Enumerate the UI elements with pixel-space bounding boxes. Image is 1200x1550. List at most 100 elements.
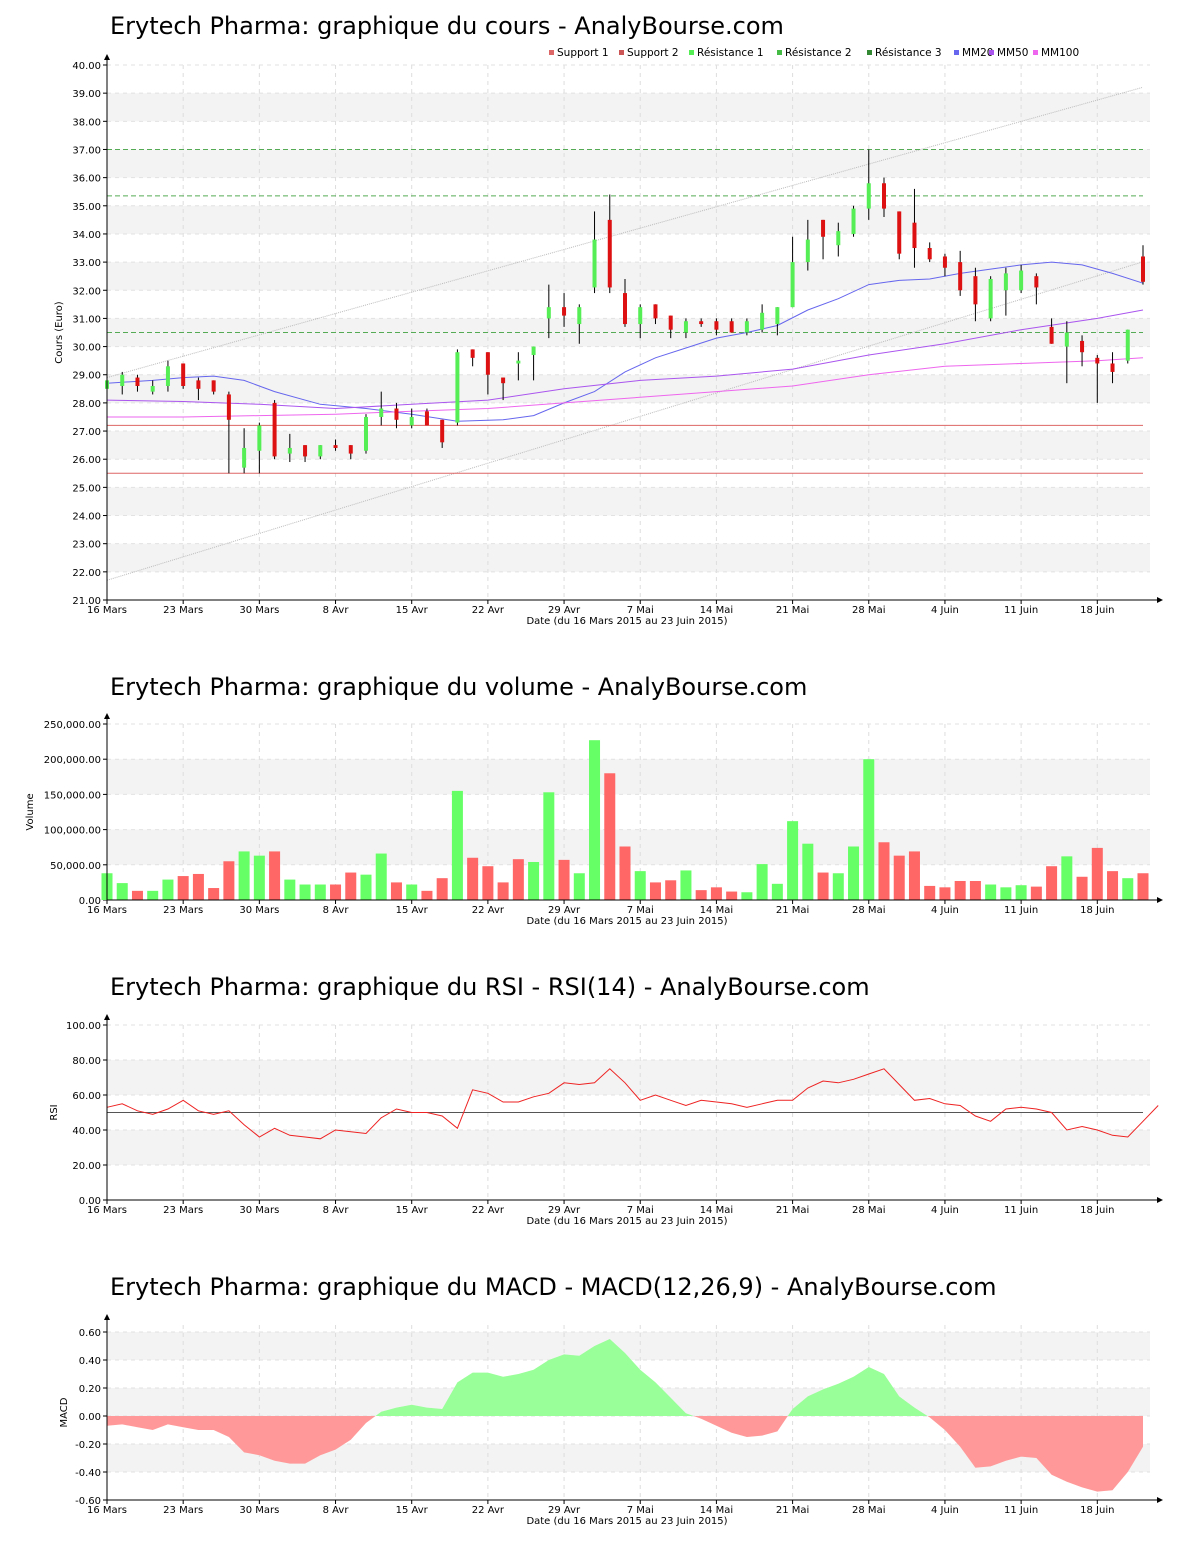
- y-tick-label: 33.00: [72, 258, 101, 269]
- candle-body: [333, 445, 338, 448]
- volume-bar: [649, 882, 661, 900]
- candle-body: [668, 315, 673, 330]
- candle-body: [531, 346, 536, 356]
- y-tick-label: 27.00: [72, 427, 101, 438]
- volume-bar: [238, 851, 250, 900]
- y-axis-arrow: [104, 1314, 110, 1320]
- y-tick-label: -0.20: [75, 1440, 101, 1451]
- y-tick-label: 100.00: [66, 1021, 101, 1032]
- volume-bar: [421, 890, 433, 900]
- chart-panel-1: Erytech Pharma: graphique du volume - An…: [25, 673, 1163, 927]
- volume-bar: [375, 853, 387, 900]
- y-tick-label: 37.00: [72, 145, 101, 156]
- volume-bar: [1122, 878, 1134, 900]
- x-tick-label: 18 Juin: [1080, 1505, 1114, 1516]
- grid-band: [107, 149, 1150, 178]
- y-tick-label: -0.40: [75, 1468, 101, 1479]
- volume-bar: [589, 740, 601, 900]
- candle-body: [485, 352, 490, 375]
- volume-bar: [314, 884, 326, 900]
- volume-bar: [360, 874, 372, 900]
- candle-body: [562, 307, 567, 316]
- volume-bar: [162, 879, 174, 900]
- volume-bar: [131, 890, 143, 900]
- x-tick-label: 22 Avr: [472, 1205, 505, 1216]
- volume-bar: [1137, 873, 1149, 900]
- grid-band: [107, 374, 1150, 403]
- y-axis-label: MACD: [59, 1397, 70, 1427]
- volume-bar: [787, 821, 799, 900]
- grid-band: [107, 431, 1150, 460]
- y-tick-label: 39.00: [72, 89, 101, 100]
- y-tick-label: 31.00: [72, 314, 101, 325]
- candle-body: [181, 363, 186, 386]
- x-tick-label: 21 Mai: [776, 605, 809, 616]
- volume-bar: [116, 883, 128, 900]
- volume-bar: [878, 842, 890, 900]
- candle-body: [257, 425, 262, 451]
- candle-body: [1110, 363, 1115, 372]
- legend-label: Support 2: [627, 47, 679, 59]
- x-axis-arrow: [1157, 897, 1163, 903]
- volume-bar: [482, 866, 494, 900]
- volume-bar: [619, 846, 631, 900]
- x-tick-label: 4 Juin: [931, 1505, 959, 1516]
- macd-negative-area: [107, 1416, 1143, 1492]
- volume-bar: [741, 892, 753, 900]
- legend-swatch: [619, 50, 624, 55]
- x-axis-arrow: [1157, 1197, 1163, 1203]
- candle-body: [912, 222, 917, 249]
- y-axis-label: RSI: [49, 1104, 60, 1120]
- mm20-line: [106, 261, 1144, 422]
- x-tick-label: 16 Mars: [87, 905, 127, 916]
- chart-panel-3: Erytech Pharma: graphique du MACD - MACD…: [59, 1273, 1163, 1527]
- y-tick-label: 150,000.00: [44, 790, 101, 801]
- volume-bar: [939, 887, 951, 900]
- y-tick-label: 34.00: [72, 230, 101, 241]
- candle-body: [1141, 256, 1145, 282]
- y-axis-arrow: [104, 1014, 110, 1020]
- candle-body: [455, 352, 460, 423]
- y-tick-label: 0.00: [79, 1412, 101, 1423]
- x-tick-label: 30 Mars: [239, 605, 279, 616]
- x-axis-label: Date (du 16 Mars 2015 au 23 Juin 2015): [526, 1216, 727, 1227]
- volume-bar: [345, 872, 357, 900]
- x-tick-label: 30 Mars: [239, 905, 279, 916]
- x-tick-label: 7 Mai: [627, 1505, 654, 1516]
- candle-body: [196, 380, 201, 389]
- legend-swatch: [549, 50, 554, 55]
- x-tick-label: 15 Avr: [396, 1205, 429, 1216]
- x-tick-label: 7 Mai: [627, 905, 654, 916]
- volume-bar: [1000, 887, 1012, 900]
- volume-bar: [223, 861, 235, 900]
- chart-title: Erytech Pharma: graphique du MACD - MACD…: [110, 1273, 997, 1301]
- candle-body: [242, 447, 247, 468]
- x-tick-label: 28 Mai: [852, 1205, 885, 1216]
- legend-swatch: [989, 50, 994, 55]
- x-tick-label: 22 Avr: [472, 905, 505, 916]
- candle-body: [577, 307, 582, 325]
- candle-body: [424, 411, 429, 426]
- candle-body: [409, 416, 414, 426]
- x-tick-label: 8 Avr: [323, 1205, 350, 1216]
- x-tick-label: 11 Juin: [1004, 605, 1038, 616]
- volume-bar: [330, 884, 342, 900]
- volume-bar: [908, 851, 920, 900]
- x-tick-label: 7 Mai: [627, 605, 654, 616]
- y-tick-label: -0.60: [75, 1496, 101, 1507]
- candle-body: [135, 377, 140, 386]
- x-tick-label: 21 Mai: [776, 905, 809, 916]
- volume-bar: [512, 859, 524, 900]
- candle-body: [790, 262, 795, 308]
- volume-bar: [1076, 876, 1088, 900]
- candle-body: [1034, 276, 1039, 288]
- candle-body: [211, 380, 216, 392]
- volume-bar: [451, 790, 463, 900]
- legend-swatch: [777, 50, 782, 55]
- x-tick-label: 16 Mars: [87, 1205, 127, 1216]
- x-tick-label: 4 Juin: [931, 605, 959, 616]
- candle-body: [1080, 340, 1085, 353]
- candle-body: [683, 321, 688, 333]
- grid-band: [107, 93, 1150, 122]
